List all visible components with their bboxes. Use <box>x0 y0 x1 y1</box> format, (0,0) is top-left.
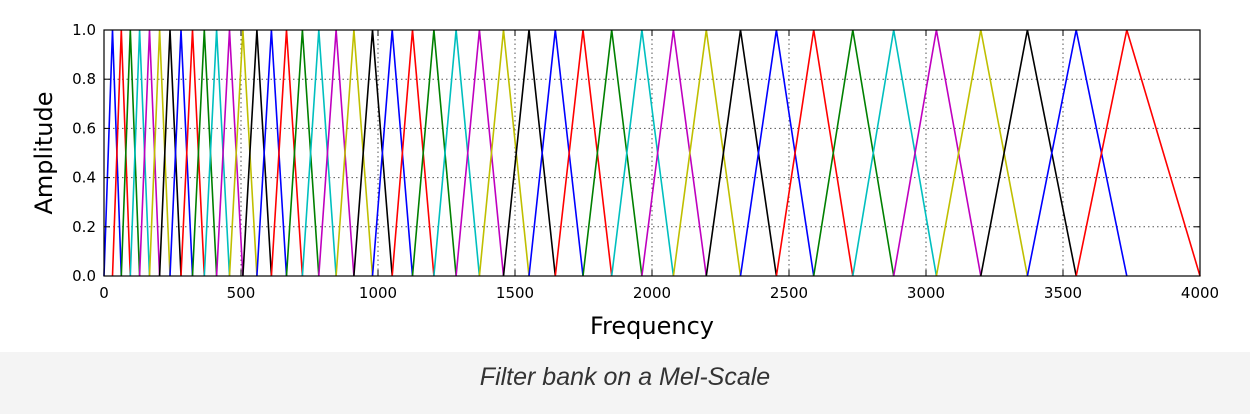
x-tick-label-4: 2000 <box>633 284 671 302</box>
y-tick-label-4: 0.8 <box>72 70 96 88</box>
filter-28 <box>502 29 557 277</box>
y-tick-label-0: 0.0 <box>72 267 96 285</box>
filter-15 <box>256 29 288 277</box>
figure: 0 500 1000 1500 2000 2500 3000 3500 4000 0.0 0.2 0.… <box>30 21 1220 340</box>
y-tick-label-3: 0.6 <box>72 119 96 137</box>
filter-41 <box>935 29 1029 277</box>
x-tick-label-3: 1500 <box>496 284 534 302</box>
filter-2 <box>111 29 132 277</box>
x-tick-label-8: 4000 <box>1181 284 1219 302</box>
caption-band <box>0 352 1250 414</box>
filter-20 <box>335 29 374 277</box>
filter-3 <box>120 29 141 277</box>
y-axis-label: Amplitude <box>30 92 58 215</box>
x-axis-label: Frequency <box>590 312 714 340</box>
filter-43 <box>1026 29 1128 277</box>
filter-5 <box>138 29 161 277</box>
x-tick-label-5: 2500 <box>770 284 808 302</box>
filter-26 <box>455 29 505 277</box>
filter-13 <box>228 29 258 277</box>
filter-18 <box>301 29 337 277</box>
filter-31 <box>582 29 643 277</box>
filter-7 <box>158 29 182 277</box>
filter-29 <box>528 29 584 277</box>
filter-1 <box>103 29 123 277</box>
filter-8 <box>169 29 194 277</box>
filter-21 <box>353 29 393 277</box>
filter-32 <box>610 29 675 277</box>
filter-14 <box>242 29 273 277</box>
filter-25 <box>433 29 481 277</box>
filter-42 <box>980 29 1077 277</box>
filter-6 <box>148 29 171 277</box>
x-tick-label-2: 1000 <box>359 284 397 302</box>
filter-35 <box>705 29 778 277</box>
filter-39 <box>852 29 938 277</box>
y-tick-label-5: 1.0 <box>72 21 96 39</box>
filter-19 <box>318 29 355 277</box>
filter-34 <box>672 29 742 277</box>
filter-17 <box>285 29 320 277</box>
x-tick-label-7: 3500 <box>1044 284 1082 302</box>
filter-10 <box>191 29 218 277</box>
filter-24 <box>411 29 457 277</box>
filter-11 <box>203 29 231 277</box>
grid <box>104 30 1200 276</box>
filter-37 <box>775 29 854 277</box>
filter-30 <box>554 29 613 277</box>
mel-filterbank-chart: 0 500 1000 1500 2000 2500 3000 3500 4000 0.0 0.2 0.… <box>30 21 1219 340</box>
filter-16 <box>270 29 304 277</box>
filter-36 <box>739 29 815 277</box>
figure-caption: Filter bank on a Mel-Scale <box>479 363 771 391</box>
y-tick-label-1: 0.2 <box>72 218 96 236</box>
filter-23 <box>391 29 435 277</box>
x-tick-label-0: 0 <box>99 284 109 302</box>
axis-ticks: 0 500 1000 1500 2000 2500 3000 3500 4000 0.0 0.2 0.… <box>72 21 1219 302</box>
filter-27 <box>478 29 530 277</box>
filter-40 <box>892 29 982 277</box>
filter-44 <box>1075 29 1201 277</box>
x-tick-label-1: 500 <box>227 284 256 302</box>
filter-4 <box>129 29 151 277</box>
filter-9 <box>180 29 206 277</box>
x-tick-label-6: 3000 <box>907 284 945 302</box>
filter-12 <box>215 29 244 277</box>
y-tick-label-2: 0.4 <box>72 169 96 187</box>
filter-38 <box>812 29 895 277</box>
